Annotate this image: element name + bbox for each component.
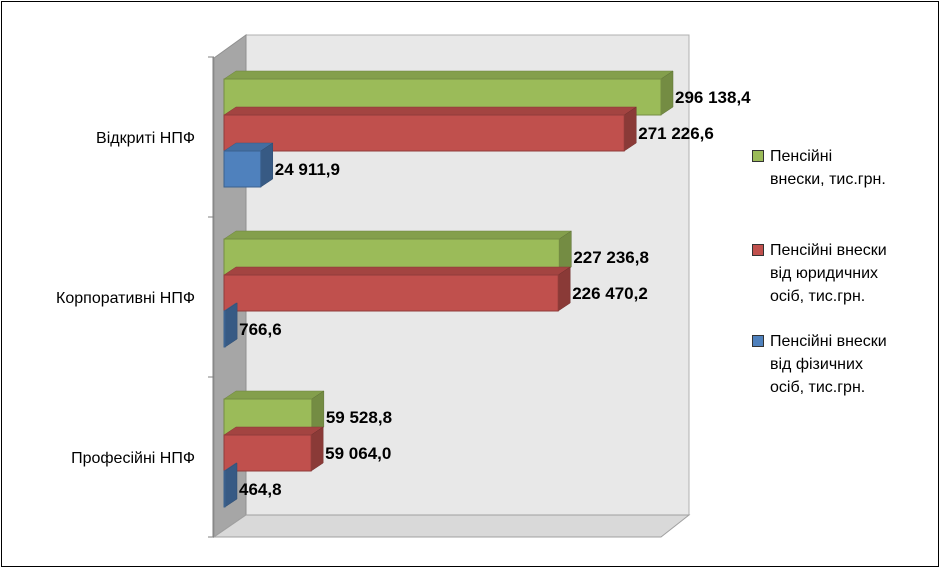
- data-label: 227 236,8: [573, 248, 649, 267]
- legend-item-individual: Пенсійні внески від фізичних осіб, тис.г…: [752, 330, 937, 399]
- legend-item-total: Пенсійні внески, тис.грн.: [752, 145, 937, 191]
- bar: [223, 470, 226, 508]
- bar-side-face: [310, 426, 324, 472]
- bar: [223, 274, 559, 312]
- bar: [223, 150, 262, 188]
- category-label: Корпоративні НПФ: [56, 290, 195, 307]
- data-label: 464,8: [239, 480, 282, 499]
- legend-text-total: Пенсійні внески, тис.грн.: [770, 148, 886, 188]
- data-label: 296 138,4: [675, 88, 751, 107]
- legend-swatch-green: [752, 150, 764, 162]
- bar-top-face: [223, 426, 324, 436]
- legend-item-legal: Пенсійні внески від юридичних осіб, тис.…: [752, 239, 937, 308]
- bar-top-face: [223, 266, 572, 276]
- bar-top-face: [223, 106, 638, 116]
- data-label: 766,6: [239, 320, 282, 339]
- data-label: 226 470,2: [572, 284, 648, 303]
- bar-side-face: [260, 142, 274, 188]
- bar-top-face: [223, 390, 325, 400]
- bar-side-face: [224, 302, 238, 348]
- value-labels: 296 138,4 271 226,6 24 911,9 227 236,8 226 4…: [239, 88, 751, 499]
- data-label: 59 064,0: [325, 444, 391, 463]
- bars-group: [223, 70, 674, 508]
- legend-text-individual: Пенсійні внески від фізичних осіб, тис.г…: [770, 333, 887, 396]
- category-labels: Відкриті НПФ Корпоративні НПФ Професійні Н…: [56, 130, 195, 467]
- bar-top-face: [223, 70, 674, 80]
- legend-swatch-red: [752, 244, 764, 256]
- legend-text-legal: Пенсійні внески від юридичних осіб, тис.…: [770, 242, 887, 305]
- category-label: Професійні НПФ: [71, 450, 195, 467]
- floor: [212, 514, 691, 538]
- bar-top-face: [223, 230, 573, 240]
- legend: Пенсійні внески, тис.грн. Пенсійні внеск…: [752, 145, 937, 421]
- bar-side-face: [623, 106, 637, 152]
- category-label: Відкриті НПФ: [96, 130, 195, 147]
- bar: [223, 434, 312, 472]
- data-label: 24 911,9: [275, 160, 340, 179]
- bar-side-face: [557, 266, 571, 312]
- bar: [223, 310, 226, 348]
- legend-swatch-blue: [752, 335, 764, 347]
- bar-side-face: [660, 70, 674, 116]
- bar: [223, 114, 625, 152]
- data-label: 59 528,8: [326, 408, 392, 427]
- bar-side-face: [224, 462, 238, 508]
- data-label: 271 226,6: [638, 124, 714, 143]
